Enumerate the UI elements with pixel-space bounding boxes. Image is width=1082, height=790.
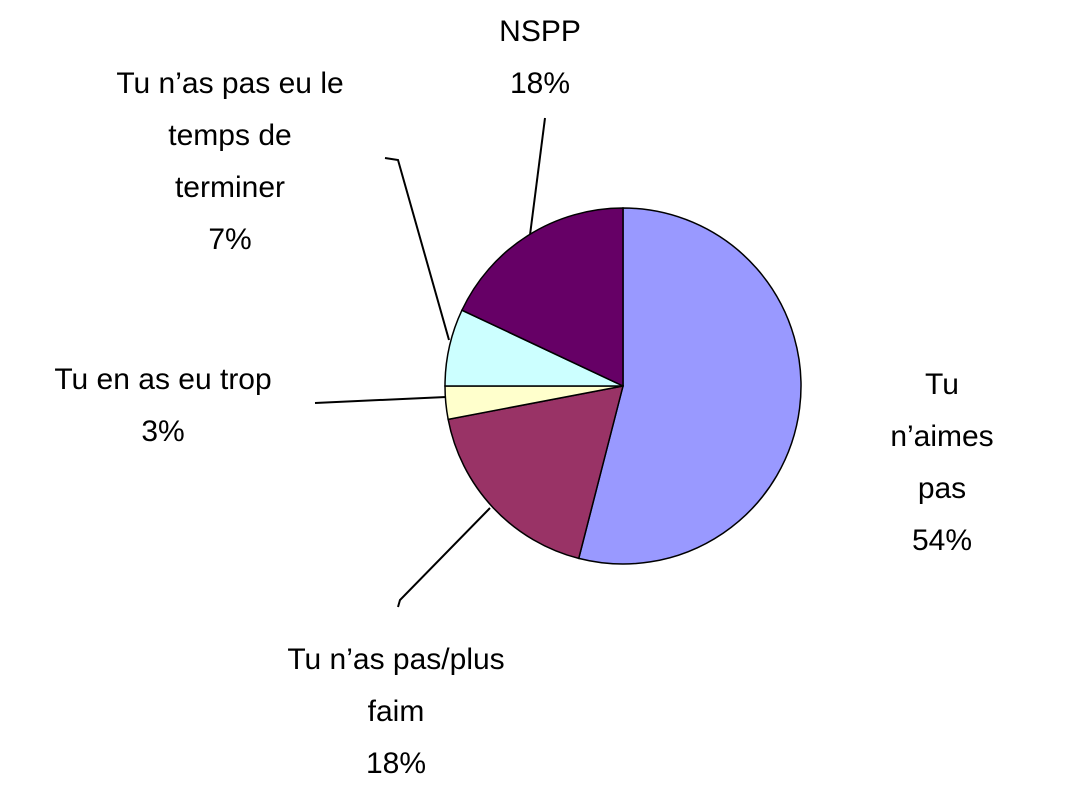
chart <box>314 117 802 608</box>
leader-line <box>314 396 447 404</box>
slice-label: Tu n’aimes pas 54% <box>872 359 1012 567</box>
pie-slice <box>577 207 802 565</box>
leader-line <box>384 157 450 341</box>
pie <box>444 207 802 565</box>
category-label: Tu n’as pas eu le temps de terminer <box>116 67 344 204</box>
page: (() => { const data = JSON.parse(documen… <box>54 6 1012 780</box>
category-label: Tu en as eu trop <box>54 363 272 396</box>
slice-label: NSPP 18% <box>499 6 581 110</box>
value-label: 54% <box>911 524 973 557</box>
leader-line <box>397 507 491 608</box>
value-label: 7% <box>208 223 252 256</box>
leader-line <box>529 117 546 236</box>
slice-label: Tu n’as pas eu le temps de terminer 7% <box>116 58 343 266</box>
slice-label: Tu en as eu trop 3% <box>54 354 271 458</box>
category-label: Tu n’aimes pas <box>890 368 994 505</box>
pie-slice <box>447 385 625 560</box>
slice-label: Tu n’as pas/plus faim 18% <box>287 634 504 790</box>
category-label: Tu n’as pas/plus faim <box>287 643 505 728</box>
value-label: 18% <box>365 747 427 780</box>
category-label: NSPP <box>499 15 581 48</box>
leader-lines <box>314 117 546 608</box>
value-label: 18% <box>509 67 571 100</box>
value-label: 3% <box>141 415 185 448</box>
pie-slice <box>460 207 624 388</box>
